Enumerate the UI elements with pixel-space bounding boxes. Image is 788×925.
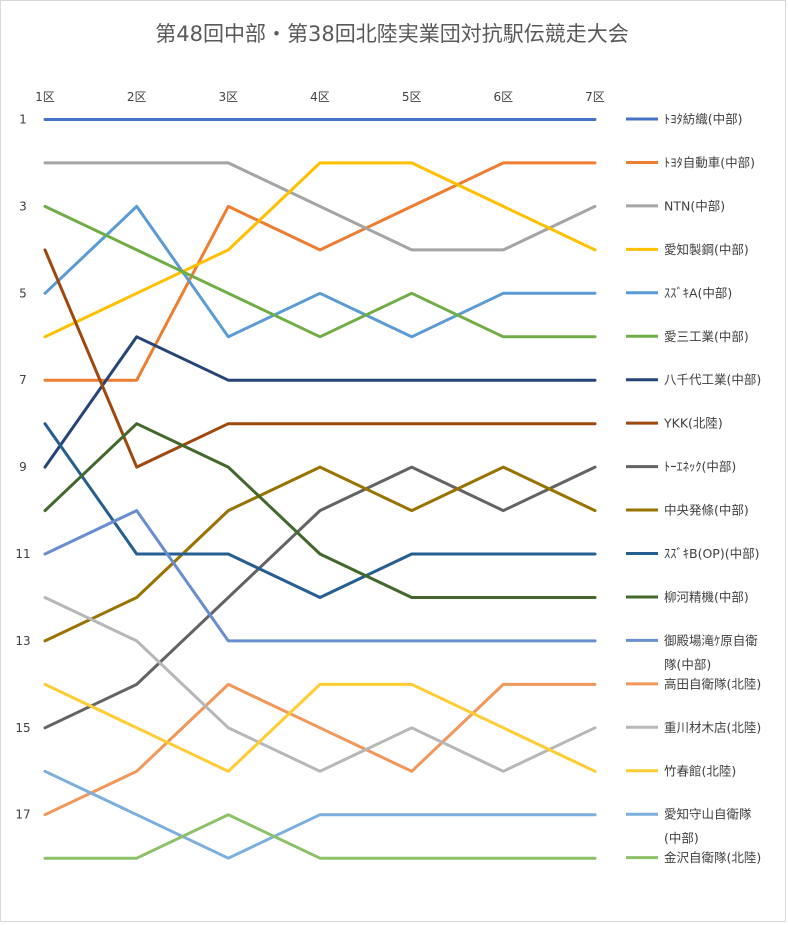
y-tick-label: 1	[19, 113, 27, 127]
legend-label: 隊(中部)	[664, 657, 711, 672]
legend-label: YKK(北陸)	[663, 416, 723, 431]
legend-label: 中央発條(中部)	[664, 503, 749, 518]
chart-title: 第48回中部・第38回北陸実業団対抗駅伝競走大会	[155, 22, 628, 46]
legend-label: ﾄｰｴﾈｯｸ(中部)	[664, 459, 736, 474]
legend: ﾄﾖﾀ紡織(中部) ﾄﾖﾀ自動車(中部) NTN(中部) 愛知製鋼(中部) ｽｽﾞｷA(…	[626, 112, 761, 865]
x-tick-label: 1区	[35, 90, 55, 104]
x-tick-label: 7区	[585, 90, 605, 104]
series-line	[43, 161, 597, 252]
legend-label: 竹春館(北陸)	[664, 763, 736, 778]
x-tick-label: 4区	[310, 90, 330, 104]
series-line	[43, 335, 597, 469]
series-line	[43, 161, 597, 339]
legend-label: 柳河精機(中部)	[664, 589, 749, 604]
x-tick-label: 5区	[402, 90, 422, 104]
legend-label: 八千代工業(中部)	[664, 372, 761, 387]
legend-label: ｽｽﾞｷB(OP)(中部)	[664, 546, 759, 561]
series-line	[43, 422, 597, 599]
series-line	[43, 248, 597, 469]
series-line	[43, 422, 597, 599]
legend-label: (中部)	[664, 831, 699, 846]
legend-label: ｽｽﾞｷA(中部)	[664, 285, 732, 300]
series-line	[43, 204, 597, 339]
x-tick-label: 6区	[494, 90, 514, 104]
series-lines	[43, 118, 597, 860]
series-line	[43, 465, 597, 643]
series-line	[43, 465, 597, 730]
y-tick-label: 7	[19, 373, 27, 387]
legend-label: 金沢自衛隊(北陸)	[664, 850, 761, 865]
series-line	[43, 813, 597, 860]
series-line	[43, 596, 597, 773]
legend-label: ﾄﾖﾀ紡織(中部)	[664, 112, 743, 127]
x-tick-label: 2区	[127, 90, 147, 104]
series-line	[43, 509, 597, 643]
y-tick-label: 13	[15, 634, 30, 648]
legend-label: 愛三工業(中部)	[664, 329, 749, 344]
legend-label: 愛知守山自衛隊	[664, 807, 752, 822]
y-tick-label: 15	[15, 721, 30, 735]
legend-label: NTN(中部)	[664, 198, 725, 213]
legend-label: 愛知製鋼(中部)	[664, 242, 749, 257]
legend-label: 高田自衛隊(北陸)	[664, 676, 761, 691]
y-tick-label: 9	[19, 460, 27, 474]
series-line	[43, 682, 597, 773]
y-tick-label: 3	[19, 199, 27, 213]
x-tick-label: 3区	[219, 90, 239, 104]
legend-label: 御殿場滝ｹ原自衛	[664, 633, 758, 648]
y-tick-label: 11	[15, 547, 30, 561]
series-line	[43, 769, 597, 860]
legend-label: 重川材木店(北陸)	[664, 720, 761, 735]
series-line	[43, 682, 597, 817]
legend-label: ﾄﾖﾀ自動車(中部)	[664, 155, 755, 170]
y-tick-label: 5	[19, 286, 27, 300]
x-axis-tick-labels: 1区 2区 3区 4区 5区 6区 7区	[35, 90, 605, 104]
series-line	[43, 204, 597, 339]
y-tick-label: 17	[15, 808, 30, 822]
series-line	[43, 161, 597, 382]
